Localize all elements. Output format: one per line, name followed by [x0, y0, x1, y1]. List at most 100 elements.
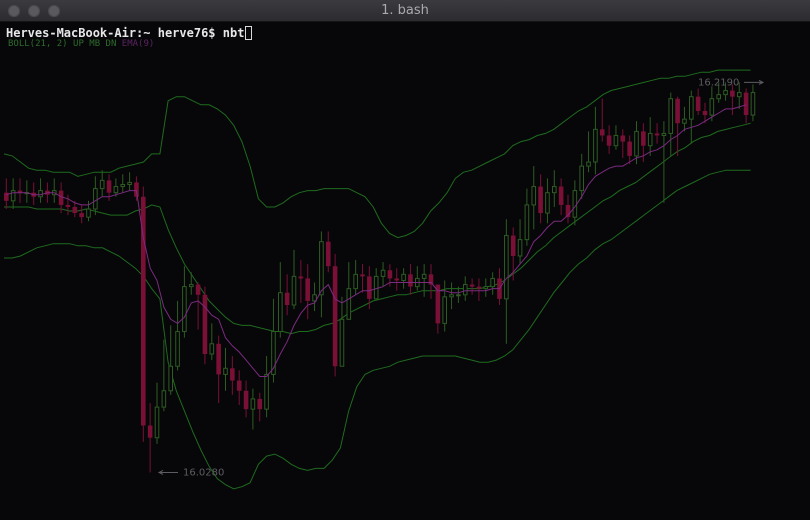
candle-down [236, 380, 242, 391]
candle-down [230, 368, 235, 381]
candle-up [93, 188, 98, 210]
candle-up [319, 241, 324, 296]
bollinger-lower-line [4, 169, 751, 490]
candle-up [291, 275, 297, 306]
candle-down [695, 96, 701, 111]
candle-down [387, 270, 393, 279]
candle-down [202, 294, 208, 354]
candle-up [531, 186, 537, 206]
candle-up [401, 273, 406, 281]
window-title: 1. bash [381, 3, 429, 18]
candle-up [682, 118, 687, 124]
candle-up [209, 343, 215, 355]
candle-up [586, 161, 591, 167]
candle-up [593, 128, 598, 163]
chart-legend: BOLL(21, 2) UP MB DN EMA(9) [8, 39, 154, 49]
command-text: nbt [222, 26, 245, 40]
candle-up [278, 292, 283, 333]
title-bar: 1. bash [0, 0, 810, 22]
zoom-button[interactable] [48, 5, 60, 17]
candle-up [339, 318, 345, 367]
max-arrow-head [758, 79, 765, 85]
candle-up [421, 273, 427, 279]
candle-down [360, 274, 365, 277]
candle-down [141, 196, 146, 426]
candle-up [668, 98, 674, 134]
candle-up [127, 181, 132, 185]
candle-down [325, 241, 331, 267]
candle-up [579, 165, 585, 192]
candle-down [216, 343, 221, 375]
candle-down [147, 425, 153, 438]
close-button[interactable] [8, 5, 20, 17]
text-cursor [245, 26, 253, 40]
candle-up [552, 186, 557, 194]
bollinger-upper-line [3, 69, 751, 239]
candle-up [490, 277, 495, 288]
candle-up [456, 294, 461, 297]
candle-up [380, 269, 386, 277]
candle-up [572, 190, 578, 218]
candle-up [271, 331, 276, 375]
ema-line [6, 104, 747, 377]
candle-up [182, 286, 187, 333]
candle-up [86, 208, 91, 218]
candle-down [730, 90, 735, 97]
candlestick-chart: 16.2190 16.0280 [3, 69, 765, 490]
candle-up [613, 134, 619, 147]
candle-down [4, 192, 9, 201]
candle-up [449, 294, 454, 298]
candle-up [716, 94, 722, 100]
candle-up [517, 239, 523, 257]
legend-bollinger: BOLL(21, 2) UP MB DN [8, 39, 117, 49]
terminal-area[interactable]: Herves-MacBook-Air:~ herve76$ nbt BOLL(2… [0, 22, 810, 520]
candle-down [743, 92, 749, 116]
candle-up [723, 90, 728, 96]
candle-up [545, 192, 550, 214]
candle-down [654, 133, 660, 136]
candle-up [524, 204, 530, 241]
candle-up [442, 296, 447, 324]
candle-up [504, 235, 509, 300]
candle-down [469, 284, 475, 287]
prompt-line[interactable]: Herves-MacBook-Air:~ herve76$ nbt [6, 26, 253, 40]
candle-up [154, 406, 160, 439]
candle-down [257, 398, 263, 410]
candle-up [709, 98, 715, 116]
candle-down [408, 274, 413, 287]
min-price-label: 16.0280 [183, 467, 224, 478]
candle-up [634, 130, 639, 157]
candle-down [538, 186, 543, 214]
candle-up [373, 275, 379, 300]
candle-down [65, 204, 71, 207]
bollinger-middle-line [4, 122, 751, 335]
candle-down [435, 284, 441, 324]
minimize-button[interactable] [28, 5, 40, 17]
candle-up [483, 286, 489, 290]
candle-down [394, 278, 400, 281]
candle-down [599, 129, 605, 136]
candle-up [750, 92, 756, 116]
candle-down [243, 390, 249, 410]
candle-up [99, 179, 105, 190]
candle-down [606, 135, 612, 146]
candle-down [428, 274, 434, 285]
candle-up [113, 186, 119, 194]
candle-up [647, 132, 653, 147]
candle-down [558, 186, 564, 205]
candle-down [195, 284, 201, 295]
candle-up [120, 183, 126, 188]
candle-down [106, 180, 112, 193]
candle-down [565, 204, 571, 218]
candle-down [675, 98, 680, 124]
candle-up [689, 96, 694, 120]
candle-up [250, 398, 256, 410]
candle-down [134, 182, 139, 197]
candle-down [332, 266, 338, 367]
candle-down [476, 286, 482, 289]
candle-down [58, 190, 64, 205]
candle-down [305, 278, 310, 301]
candle-up [188, 284, 194, 288]
candle-down [641, 131, 646, 146]
